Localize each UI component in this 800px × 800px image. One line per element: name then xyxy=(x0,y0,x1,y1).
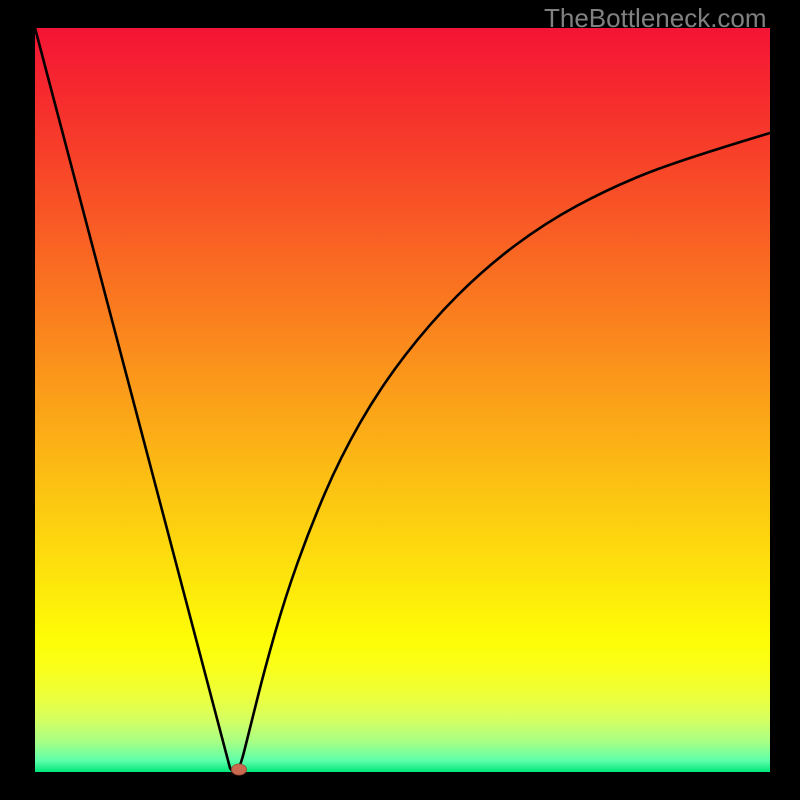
frame-left xyxy=(0,0,35,800)
optimal-point-marker xyxy=(232,764,247,775)
chart-svg xyxy=(35,28,770,772)
frame-bottom xyxy=(0,772,800,800)
watermark-text: TheBottleneck.com xyxy=(544,3,767,34)
plot-area xyxy=(35,28,770,772)
frame-right xyxy=(770,0,800,800)
gradient-background xyxy=(35,28,770,772)
